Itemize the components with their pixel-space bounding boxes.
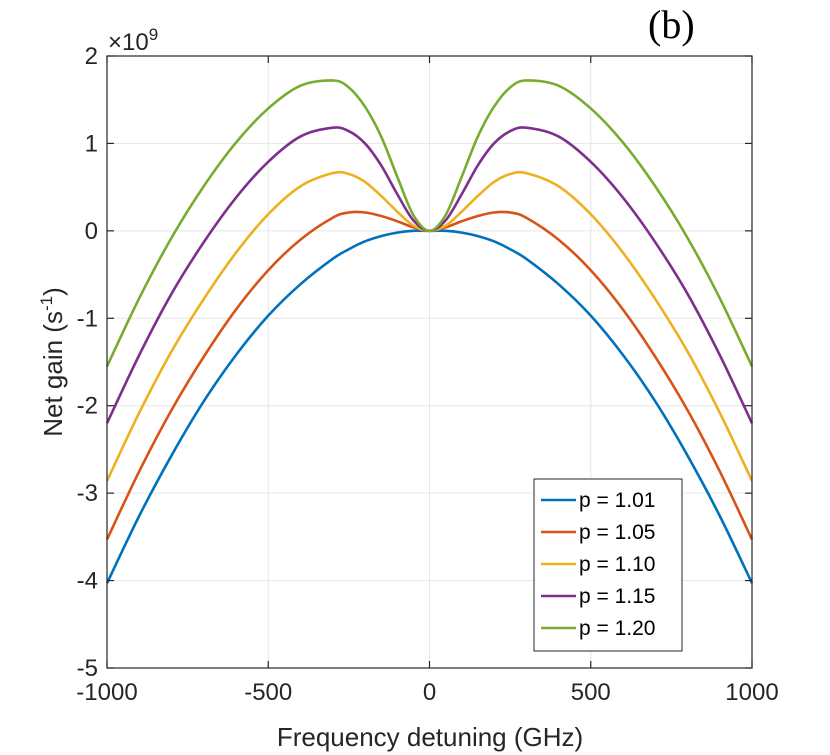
x-tick-label: -1000	[76, 679, 137, 706]
legend-label: p = 1.15	[579, 585, 655, 608]
legend-label: p = 1.20	[579, 617, 655, 640]
legend-label: p = 1.05	[579, 521, 655, 544]
ticks	[106, 55, 753, 669]
y-tick-label: -5	[77, 655, 98, 682]
y-axis-title: Net gain (s-1)	[37, 287, 68, 437]
y-tick-label: -3	[77, 480, 98, 507]
x-tick-label: 500	[571, 679, 611, 706]
x-tick-label: 1000	[725, 679, 778, 706]
panel-label: (b)	[648, 2, 695, 47]
x-axis-title: Frequency detuning (GHz)	[277, 722, 583, 752]
y-tick-label: 1	[85, 130, 98, 157]
x-tick-label: 0	[423, 679, 436, 706]
x-tick-labels: -1000 -500 0 500 1000	[76, 679, 778, 706]
y-tick-label: -2	[77, 393, 98, 420]
y-tick-label: 2	[85, 43, 98, 70]
legend-label: p = 1.01	[579, 489, 655, 512]
y-tick-label: -1	[77, 305, 98, 332]
series-line-5	[105, 79, 754, 367]
y-tick-labels: -5 -4 -3 -2 -1 0 1 2	[77, 43, 98, 682]
x-tick-label: -500	[244, 679, 292, 706]
legend: p = 1.01 p = 1.05 p = 1.10 p = 1.15 p = 1.20	[533, 478, 683, 652]
y-tick-label: -4	[77, 568, 98, 595]
series-layer	[105, 79, 754, 584]
y-exponent-label: ×109	[108, 25, 158, 56]
legend-label: p = 1.10	[579, 553, 655, 576]
y-tick-label: 0	[85, 218, 98, 245]
